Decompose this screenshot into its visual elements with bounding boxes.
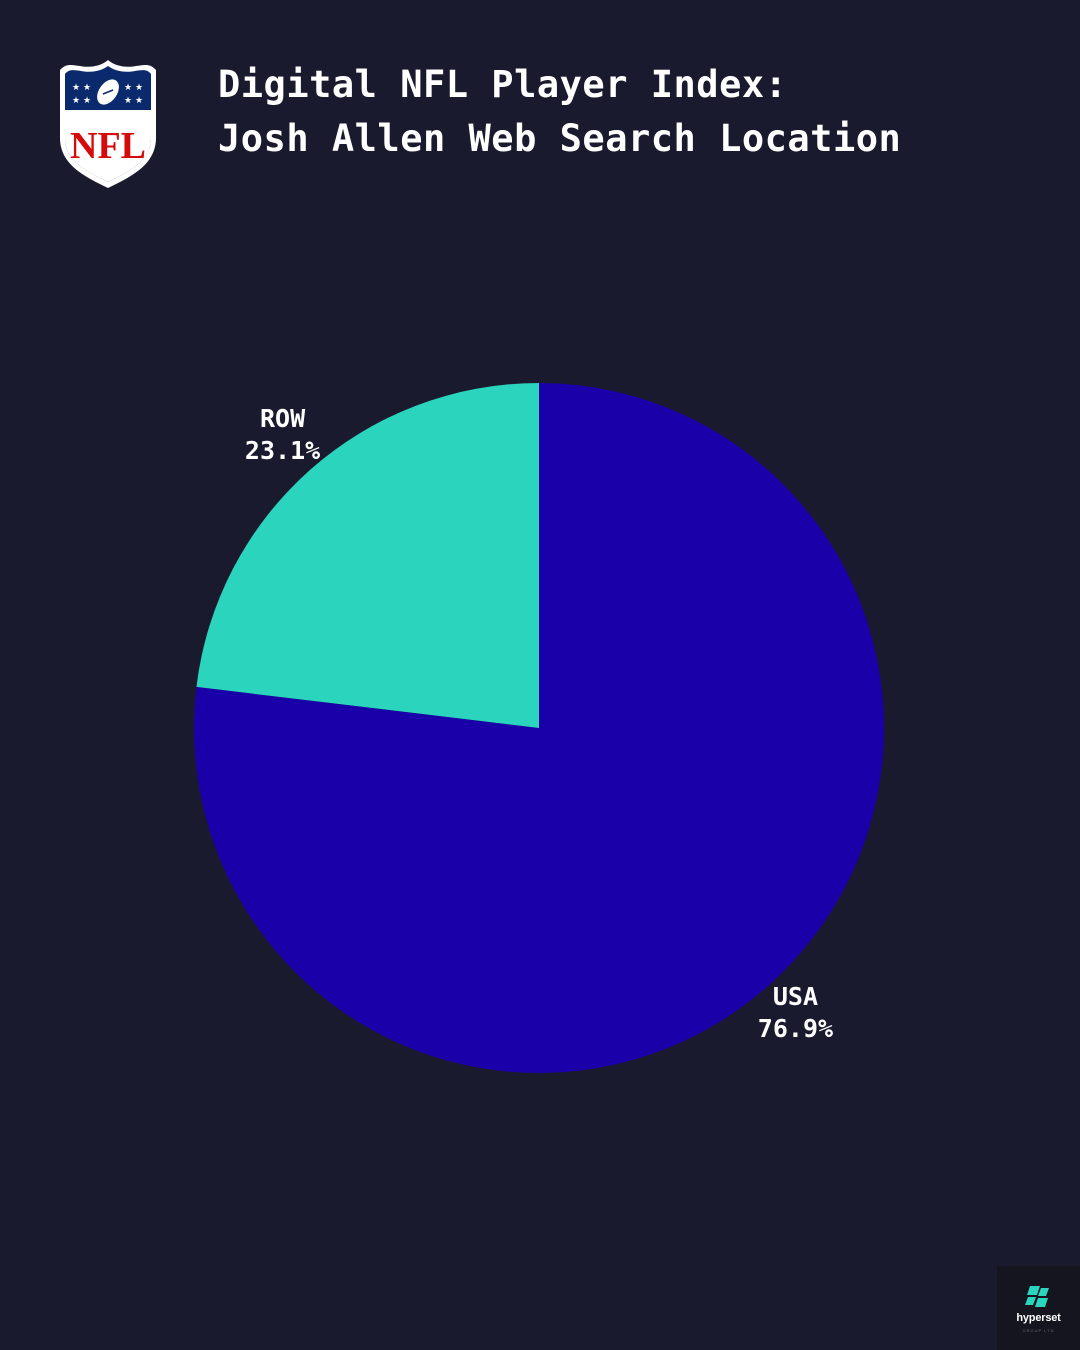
svg-text:★: ★ <box>124 83 132 93</box>
svg-text:★: ★ <box>72 96 80 106</box>
pie-label-usa: USA 76.9% <box>758 982 833 1043</box>
chart-title: Digital NFL Player Index: Josh Allen Web… <box>218 58 901 166</box>
pie-label-value: 23.1% <box>245 436 320 465</box>
hyperset-logo-icon <box>1025 1286 1049 1307</box>
pie-label-value: 76.9% <box>758 1014 833 1043</box>
svg-text:★: ★ <box>83 96 91 106</box>
pie-slice-usa <box>193 383 884 1073</box>
svg-text:NFL: NFL <box>70 125 146 167</box>
brand-tagline: GROUP LTD <box>1022 1328 1055 1333</box>
nfl-shield-logo: NFL ★ ★ ★ ★ ★ ★ ★ ★ <box>60 60 156 188</box>
svg-text:★: ★ <box>83 83 91 93</box>
svg-text:★: ★ <box>135 83 143 93</box>
svg-text:★: ★ <box>124 96 132 106</box>
pie-slice-row <box>196 383 539 728</box>
pie-label-name: USA <box>773 982 818 1011</box>
brand-name: hyperset <box>1016 1312 1061 1324</box>
chart-title-line-2: Josh Allen Web Search Location <box>218 117 902 160</box>
svg-text:★: ★ <box>72 83 80 93</box>
pie-label-row: ROW 23.1% <box>245 404 320 465</box>
chart-title-line-1: Digital NFL Player Index: <box>218 63 788 106</box>
svg-text:★: ★ <box>135 96 143 106</box>
hyperset-brand-badge: hyperset GROUP LTD <box>997 1266 1080 1350</box>
pie-label-name: ROW <box>260 404 306 433</box>
